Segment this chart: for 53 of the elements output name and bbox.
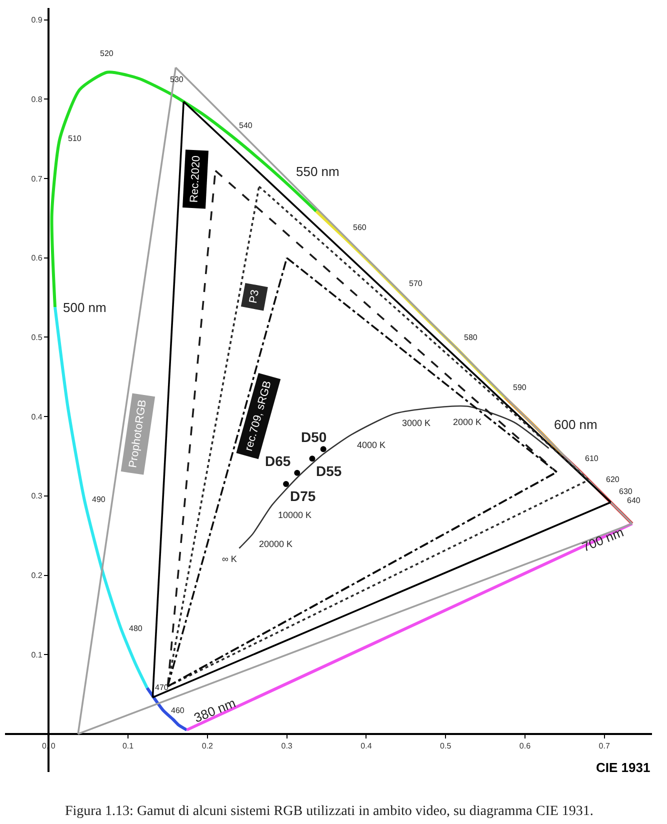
annotation: 470 xyxy=(155,683,169,692)
annotation: 600 nm xyxy=(554,417,598,432)
y-tick-label: 0.8 xyxy=(31,95,43,104)
annotation: 700 nm xyxy=(580,524,626,555)
text: P3 xyxy=(247,288,262,304)
y-tick-label: 0.2 xyxy=(31,571,43,580)
annotation: 460 xyxy=(171,706,185,715)
annotation: 510 xyxy=(68,134,82,143)
text: Figura 1.13: Gamut di alcuni sistemi RGB utilizzati in ambito video, su diagramma CIE 1931. xyxy=(65,804,594,819)
text: rec.709, sRGB xyxy=(243,380,274,452)
annotation: 570 xyxy=(409,279,423,288)
annotation: D75 xyxy=(290,488,316,504)
annotation: 550 nm xyxy=(296,164,340,179)
y-tick-label: 0.1 xyxy=(31,650,43,660)
y-tick-label: 0.9 xyxy=(31,16,43,25)
annotation: 500 nm xyxy=(63,300,106,315)
y-tick-label: 0.3 xyxy=(31,492,43,501)
annotation: 640 xyxy=(627,496,641,505)
text: ProphotoRGB xyxy=(127,399,149,469)
annotation: 610 xyxy=(585,454,599,463)
annotation: ∞ K xyxy=(222,554,237,564)
annotation: D50 xyxy=(301,429,327,445)
annotation: 380 nm xyxy=(192,695,238,726)
annotation: 4000 K xyxy=(357,440,386,450)
x-tick-label: 0.6 xyxy=(519,741,532,750)
y-tick-label: 0.6 xyxy=(31,254,43,263)
x-tick-label: 0.2 xyxy=(202,741,214,750)
annotation: 580 xyxy=(464,333,478,342)
x-tick-label: 0.3 xyxy=(281,741,293,750)
annotation: 590 xyxy=(513,383,527,392)
y-tick-label: 0.5 xyxy=(31,333,43,342)
x-tick-label: 0.1 xyxy=(122,741,134,750)
annotation: 3000 K xyxy=(402,418,431,428)
annotation: 490 xyxy=(92,495,106,504)
text: Rec.2020 xyxy=(188,155,203,203)
x-axis-title: CIE 1931 xyxy=(596,760,650,775)
annotation: 520 xyxy=(100,49,114,58)
annotation: 560 xyxy=(353,223,367,232)
annotation: D65 xyxy=(265,453,291,469)
x-tick-label: 0.7 xyxy=(598,741,610,750)
annotation: 630 xyxy=(619,487,633,496)
annotation: 480 xyxy=(129,624,143,633)
annotation: 2000 K xyxy=(453,417,482,427)
annotation: 10000 K xyxy=(278,510,312,520)
x-tick-label: 0.4 xyxy=(360,741,372,750)
y-tick-label: 0.4 xyxy=(31,412,43,422)
annotation: 20000 K xyxy=(259,539,293,549)
annotation: 530 xyxy=(170,75,184,84)
annotation: D55 xyxy=(316,463,342,479)
y-tick-label: 0.7 xyxy=(31,174,43,184)
annotation: 540 xyxy=(239,121,253,130)
annotation: 620 xyxy=(606,475,620,484)
x-tick-label: 0.5 xyxy=(440,741,452,750)
